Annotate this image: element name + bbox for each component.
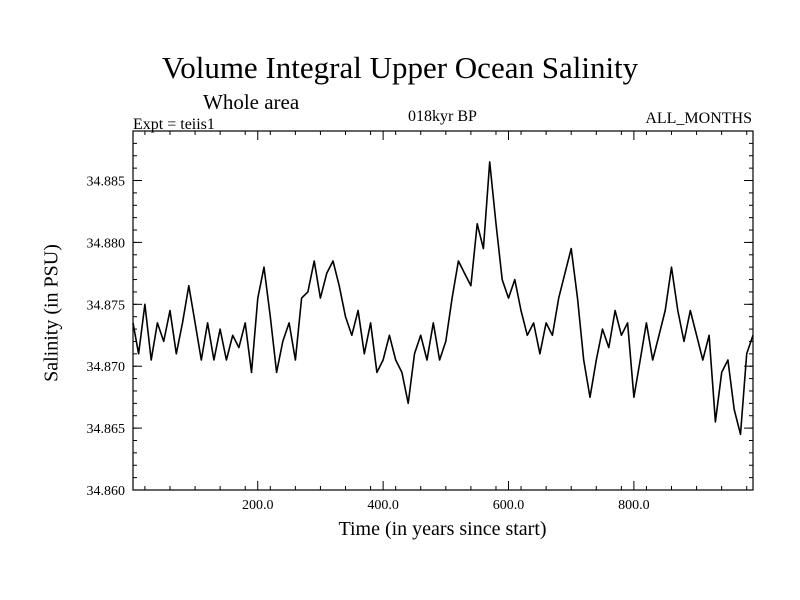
period-label: 018kyr BP (408, 108, 477, 125)
chart-subtitle: Whole area (203, 90, 300, 114)
experiment-label: Expt = teiis1 (133, 116, 215, 133)
chart-title: Volume Integral Upper Ocean Salinity (161, 50, 639, 85)
y-tick-label: 34.875 (87, 298, 126, 313)
x-tick-label: 600.0 (493, 498, 525, 513)
y-tick-label: 34.860 (87, 484, 126, 499)
x-tick-label: 200.0 (242, 498, 274, 513)
y-tick-label: 34.870 (87, 360, 126, 375)
months-label: ALL_MONTHS (645, 110, 752, 127)
y-tick-label: 34.865 (87, 422, 126, 437)
x-axis-label: Time (in years since start) (338, 518, 547, 540)
x-tick-label: 400.0 (367, 498, 399, 513)
salinity-series-line (132, 161, 754, 436)
y-tick-label: 34.880 (87, 236, 126, 251)
y-tick-label: 34.885 (87, 175, 126, 190)
plot-frame (132, 130, 754, 491)
x-tick-label: 800.0 (618, 498, 650, 513)
